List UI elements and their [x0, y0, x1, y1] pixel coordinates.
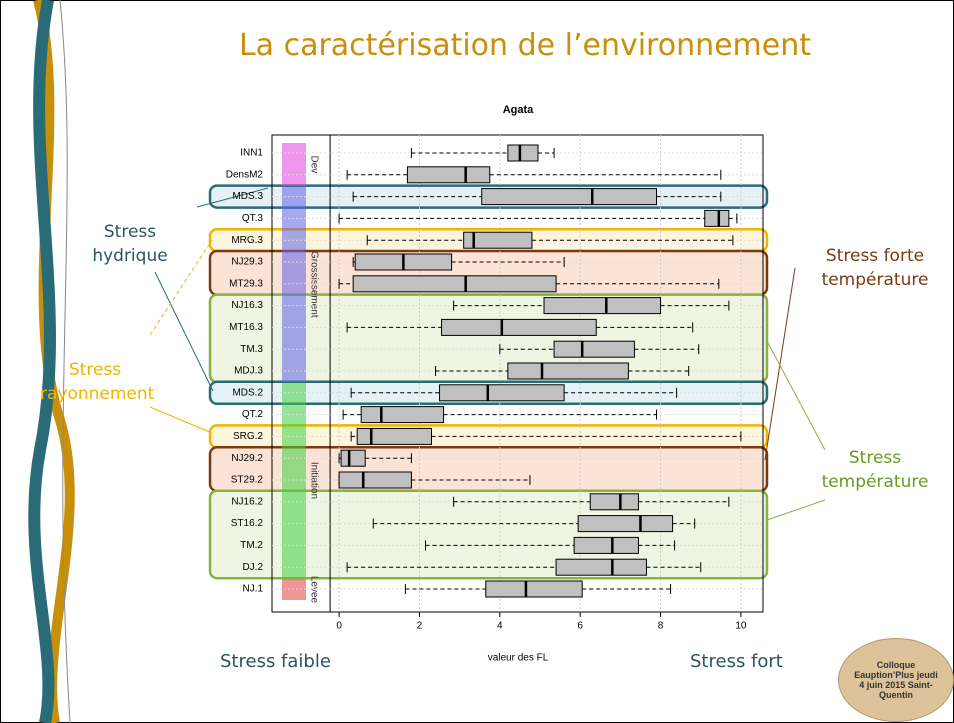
x-tick-label: 4 [497, 621, 503, 632]
annotation: Stress faible [220, 650, 380, 674]
box [339, 472, 411, 488]
y-tick-label: DensM2 [226, 169, 264, 180]
box [556, 559, 646, 575]
box [544, 298, 661, 314]
y-tick-label: NJ.1 [242, 584, 263, 595]
y-tick-label: MRG.3 [231, 235, 263, 246]
box [508, 145, 538, 161]
y-tick-label: TM.2 [240, 540, 263, 551]
box [442, 319, 597, 335]
arrow [155, 272, 213, 391]
y-tick-label: MT16.3 [229, 322, 263, 333]
y-tick-label: MDJ.3 [234, 366, 263, 377]
chart-title: Agata [503, 104, 534, 116]
box [705, 210, 729, 226]
box [361, 407, 443, 423]
box [440, 385, 565, 401]
annotation: Stress fort [690, 650, 810, 674]
y-tick-label: ST16.2 [231, 518, 264, 529]
phase-band [282, 143, 306, 186]
y-tick-label: SRG.2 [233, 431, 263, 442]
box [578, 516, 672, 532]
box [407, 167, 489, 183]
x-tick-label: 2 [417, 621, 423, 632]
box [341, 450, 365, 466]
box [486, 581, 582, 597]
box [353, 276, 556, 292]
annotation: Stress hydrique [75, 220, 185, 268]
badge: Colloque Eauption’Plus jeudi 4 juin 2015… [838, 638, 954, 722]
y-tick-label: INN1 [240, 148, 263, 159]
y-tick-label: ST29.2 [231, 475, 264, 486]
arrow [767, 341, 825, 450]
y-tick-label: MDS.3 [232, 191, 263, 202]
x-tick-label: 6 [577, 621, 583, 632]
arrow [767, 500, 825, 520]
box [357, 428, 431, 444]
y-tick-label: NJ16.2 [231, 496, 263, 507]
x-axis-label: valeur des FL [488, 653, 549, 664]
phase-label: Levee [308, 576, 319, 604]
phase-label: Dev [308, 156, 319, 174]
box [590, 494, 638, 510]
box [508, 363, 629, 379]
annotation: Stress forte température [800, 244, 950, 292]
phase-label: Grossissement [308, 251, 319, 318]
y-tick-label: NJ16.3 [231, 300, 263, 311]
annotation: Stress température [810, 446, 940, 494]
arrow [150, 407, 212, 433]
y-tick-label: MT29.3 [229, 278, 263, 289]
box [554, 341, 634, 357]
y-tick-label: TM.3 [240, 344, 263, 355]
y-tick-label: NJ29.3 [231, 257, 263, 268]
box [574, 537, 638, 553]
y-tick-label: QT.3 [242, 213, 264, 224]
slide: {"slide": {"title": "La caractérisation … [0, 0, 954, 723]
box [482, 189, 657, 205]
annotation: Stress rayonnement [40, 358, 150, 406]
slide-title: La caractérisation de l’environnement [200, 28, 850, 63]
y-tick-label: NJ29.2 [231, 453, 263, 464]
arrow [765, 268, 795, 460]
x-tick-label: 0 [336, 621, 342, 632]
y-tick-label: DJ.2 [242, 562, 263, 573]
y-tick-label: QT.2 [242, 409, 264, 420]
x-tick-label: 10 [735, 621, 747, 632]
y-tick-label: MDS.2 [232, 387, 263, 398]
x-tick-label: 8 [658, 621, 664, 632]
